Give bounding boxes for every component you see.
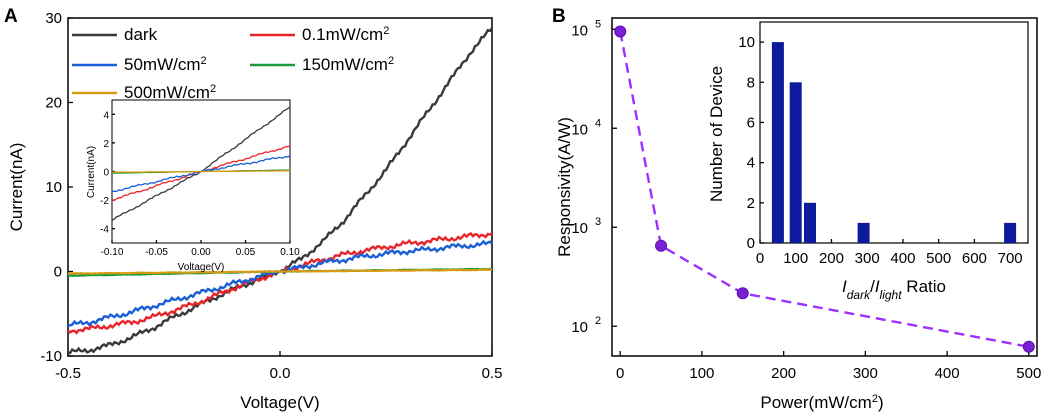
panel-b-inset-ticks: 0 100 200 300 400 500 600 700 0 2 4 6 8 10 (738, 34, 1022, 267)
panel-b-inset-chart: 0 100 200 300 400 500 600 700 0 2 4 6 8 10 Idark/Ilig… (707, 21, 1029, 302)
b-x-tick-label: 100 (689, 365, 714, 382)
inset-x-tick-label: 0.00 (191, 247, 211, 258)
histogram-bar (789, 82, 802, 243)
x-tick-label: 0.5 (482, 365, 503, 382)
legend-label: dark (124, 25, 158, 44)
bi-y-tick-label: 2 (747, 195, 755, 212)
inset-x-tick-label: 0.10 (280, 247, 300, 258)
inset-x-tick-label: -0.10 (101, 247, 124, 258)
panel-a-series (67, 27, 493, 355)
b-y-tick-label: 10 (571, 319, 588, 336)
b-x-tick-label: 300 (853, 365, 878, 382)
panel-a-inset-ticks: -0.10 -0.05 0.00 0.05 0.10 -4 -2 0 2 4 (100, 110, 300, 258)
inset-y-tick-label: -2 (100, 196, 109, 207)
panel-b-inset-y-axis-label: Number of Device (707, 66, 726, 202)
b-y-tick-exponent: 2 (595, 315, 601, 327)
panel-label-a: A (4, 6, 18, 27)
histogram-bar (804, 202, 816, 243)
panel-a-inset-x-axis-label: Voltage(V) (178, 262, 225, 273)
panel-b-x-axis-label: Power(mW/cm2) (760, 393, 883, 412)
bi-x-tick-label: 0 (756, 250, 764, 267)
panel-b-y-axis-label: Responsivity(A/W) (555, 117, 574, 257)
histogram-bar (857, 222, 870, 243)
y-tick-label: 30 (45, 10, 62, 27)
b-y-tick-label: 10 (571, 22, 588, 39)
inset-y-tick-label: 4 (103, 110, 109, 121)
bi-x-tick-label: 100 (783, 250, 808, 267)
inset-y-tick-label: 0 (103, 168, 109, 179)
bi-x-tick-label: 300 (855, 250, 880, 267)
bi-x-tick-label: 400 (890, 250, 915, 267)
b-y-tick-label: 10 (571, 121, 588, 138)
bi-x-tick-label: 200 (819, 250, 844, 267)
panel-a-inset-y-axis-label: Current(nA) (86, 146, 97, 198)
panel-a-y-axis-label: Current(nA) (7, 143, 26, 232)
responsivity-line (619, 31, 1030, 348)
histogram-bar (1004, 222, 1017, 243)
bi-y-tick-label: 8 (747, 74, 755, 91)
bi-y-tick-label: 4 (747, 155, 755, 172)
y-tick-label: 0 (54, 264, 62, 281)
panel-a-inset-chart: -0.10 -0.05 0.00 0.05 0.10 -4 -2 0 2 4 Voltage(V)… (86, 99, 300, 273)
panel-b-inset-bars (771, 42, 1017, 243)
b-x-tick-label: 500 (1016, 365, 1041, 382)
panel-a-legend: dark 0.1mW/cm2 50mW/cm2 150mW/cm2 500mW/cm2 (72, 25, 394, 102)
legend-label: 50mW/cm2 (124, 55, 207, 74)
responsivity-point (614, 25, 627, 38)
legend-label: 150mW/cm2 (302, 55, 394, 74)
b-x-tick-label: 400 (935, 365, 960, 382)
responsivity-point (1022, 340, 1035, 353)
y-tick-label: -10 (40, 348, 62, 365)
x-tick-label: 0.0 (270, 365, 291, 382)
b-y-tick-exponent: 5 (595, 18, 601, 30)
b-y-tick-label: 10 (571, 220, 588, 237)
x-tick-label: -0.5 (55, 365, 81, 382)
bi-y-tick-label: 0 (747, 235, 755, 252)
b-y-tick-exponent: 3 (595, 216, 601, 228)
y-tick-label: 20 (45, 95, 62, 112)
panel-b-inset-x-axis-label: Idark/Ilight Ratio (842, 277, 946, 302)
bi-x-tick-label: 500 (926, 250, 951, 267)
panel-a-x-axis-label: Voltage(V) (240, 393, 319, 412)
histogram-bar (771, 42, 784, 243)
inset-y-tick-label: -4 (100, 225, 109, 236)
y-tick-label: 10 (45, 179, 62, 196)
legend-label: 0.1mW/cm2 (302, 25, 389, 44)
series-line (67, 268, 493, 275)
inset-y-tick-label: 2 (103, 139, 109, 150)
bi-x-tick-label: 700 (998, 250, 1023, 267)
bi-x-tick-label: 600 (962, 250, 987, 267)
bi-y-tick-label: 10 (738, 34, 755, 51)
panel-a-inset-series (111, 106, 291, 221)
legend-label: 500mW/cm2 (124, 83, 216, 102)
b-y-tick-exponent: 4 (595, 117, 601, 129)
responsivity-point (655, 239, 668, 252)
panel-b-frame (611, 17, 1038, 357)
bi-y-tick-label: 6 (747, 114, 755, 131)
b-x-tick-label: 0 (616, 365, 624, 382)
responsivity-point (736, 287, 749, 300)
inset-series-line (111, 170, 291, 173)
panel-b-series (614, 25, 1035, 353)
panel-label-b: B (552, 6, 566, 27)
b-x-tick-label: 200 (771, 365, 796, 382)
inset-x-tick-label: 0.05 (236, 247, 256, 258)
inset-x-tick-label: -0.05 (145, 247, 168, 258)
